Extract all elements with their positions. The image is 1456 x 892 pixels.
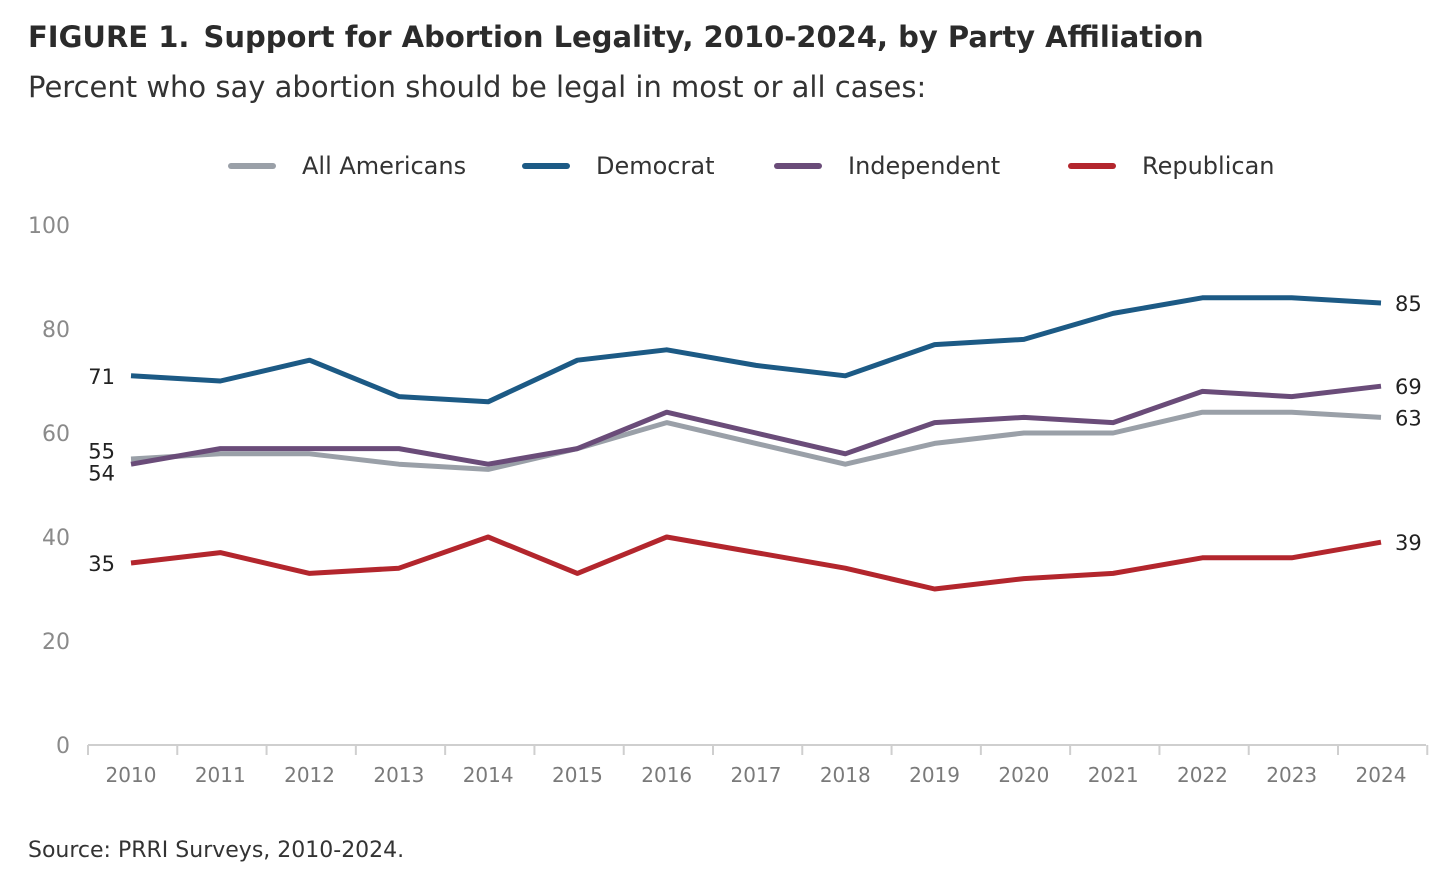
x-tick-label: 2022 [1177,763,1228,787]
chart-subtitle: Percent who say abortion should be legal… [28,70,927,104]
data-label-democrat-start: 71 [88,365,115,389]
series-line-republican [130,534,1382,592]
figure-title-text: Support for Abortion Legality, 2010-2024… [203,20,1204,54]
series-line-democrat [130,295,1382,405]
legend-swatch [774,163,822,169]
x-tick-label: 2020 [998,763,1049,787]
legend-swatch [228,163,276,169]
x-tick-label: 2024 [1356,763,1407,787]
legend-label: Independent [848,152,1001,180]
x-tick-label: 2019 [909,763,960,787]
y-tick-label: 40 [42,526,70,551]
source-note: Source: PRRI Surveys, 2010-2024. [28,838,405,863]
legend-item-independent: Independent [774,148,1000,184]
x-tick-label: 2011 [195,763,246,787]
y-tick-label: 100 [28,214,70,239]
data-label-independent-end: 69 [1395,375,1422,399]
y-tick-label: 80 [42,318,70,343]
legend-item-democrat: Democrat [522,148,715,184]
x-tick-label: 2014 [463,763,514,787]
data-label-all-americans-end: 63 [1395,406,1422,430]
x-tick-label: 2010 [106,763,157,787]
data-label-republican-end: 39 [1395,531,1422,555]
legend-item-republican: Republican [1068,148,1275,184]
y-tick-label: 0 [56,734,70,759]
chart-title: FIGURE 1. Support for Abortion Legality,… [28,20,1204,54]
legend-label: Democrat [596,152,715,180]
legend-label: Republican [1142,152,1275,180]
x-tick-label: 2016 [641,763,692,787]
y-tick-label: 60 [42,422,70,447]
x-tick-label: 2018 [820,763,871,787]
x-tick-label: 2023 [1266,763,1317,787]
legend-swatch [1068,163,1116,169]
chart-legend: All Americans Democrat Independent Republic… [0,148,1456,188]
x-tick-label: 2012 [284,763,335,787]
figure-label: FIGURE 1. [28,20,190,54]
data-label-independent-start: 54 [88,462,115,486]
legend-swatch [522,163,570,169]
data-label-all-americans-start: 55 [88,440,115,464]
y-tick-label: 20 [42,630,70,655]
legend-label: All Americans [302,152,467,180]
data-label-democrat-end: 85 [1395,292,1422,316]
x-tick-label: 2015 [552,763,603,787]
x-tick-label: 2017 [731,763,782,787]
x-tick-label: 2013 [373,763,424,787]
series-line-independent [130,383,1382,467]
legend-item-all-americans: All Americans [228,148,466,184]
x-tick-label: 2021 [1088,763,1139,787]
series-line-all-americans [130,409,1382,472]
data-label-republican-start: 35 [88,552,115,576]
